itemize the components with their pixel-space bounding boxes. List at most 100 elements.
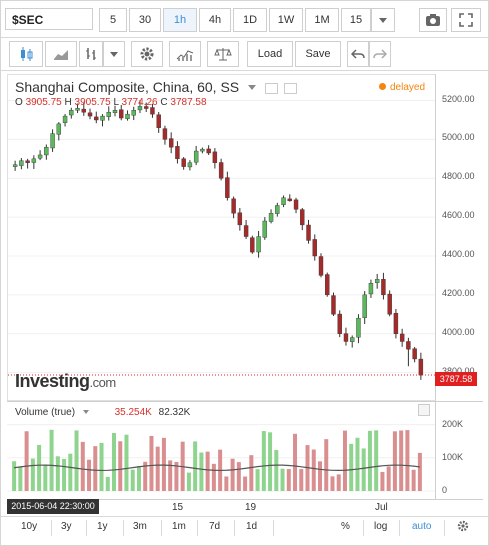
high-value: 3905.75 — [74, 97, 111, 108]
candle-body — [250, 237, 255, 253]
timeframe-5[interactable]: 5 — [99, 8, 127, 32]
candle-body — [237, 212, 243, 226]
volume-panel[interactable] — [7, 401, 435, 499]
range-1y[interactable]: 1y — [97, 521, 108, 532]
undo-icon — [351, 49, 365, 59]
volume-bar — [249, 455, 254, 491]
candle-body — [175, 146, 180, 160]
last-price-tag: 3787.58 — [435, 372, 477, 386]
scales-icon — [214, 48, 232, 61]
candle-body — [137, 106, 143, 111]
range-10y[interactable]: 10y — [21, 521, 38, 532]
volume-bar — [105, 476, 110, 491]
volume-value: 35.254K — [114, 407, 152, 418]
candle-body — [12, 164, 18, 167]
candle-body — [56, 123, 62, 135]
volume-bar — [130, 469, 135, 491]
candle-body — [362, 294, 367, 318]
chevron-down-icon — [110, 52, 118, 57]
indicators-button[interactable] — [169, 41, 201, 67]
candle-body — [31, 158, 37, 163]
volume-tick-label: 200K — [442, 418, 464, 429]
candle-body — [262, 220, 268, 238]
time-axis[interactable]: 15 19 Jul — [7, 499, 483, 516]
price-plot[interactable] — [7, 74, 436, 401]
timeframe-1d[interactable]: 1D — [233, 8, 267, 32]
divider — [161, 520, 162, 536]
timeframe-dropdown[interactable] — [371, 8, 395, 32]
candle-body — [44, 146, 49, 156]
auto-scale-toggle[interactable]: auto — [412, 521, 432, 532]
load-button[interactable]: Load — [247, 41, 293, 67]
candle-body — [268, 213, 274, 222]
timeframe-1h[interactable]: 1h — [163, 8, 197, 32]
volume-bar — [174, 461, 179, 491]
volume-panel-collapse-button[interactable] — [418, 404, 430, 416]
timeframe-15[interactable]: 15 — [341, 8, 371, 32]
volume-title: Volume (true) 35.254K 82.32K — [15, 407, 190, 418]
candle-body — [256, 236, 261, 253]
timeframe-4h[interactable]: 4h — [199, 8, 231, 32]
range-3y[interactable]: 3y — [61, 521, 72, 532]
bars-style-button[interactable] — [79, 41, 103, 67]
volume-bar — [99, 442, 104, 491]
candle-body — [100, 115, 105, 121]
volume-bar — [18, 466, 23, 491]
price-axis[interactable]: 5200.00 5000.00 4800.00 4600.00 4400.00 4200.… — [435, 74, 484, 401]
settings-button[interactable] — [131, 41, 163, 67]
chevron-down-icon[interactable] — [247, 84, 257, 92]
volume-bar — [299, 469, 304, 491]
chart-style-dropdown[interactable] — [103, 41, 125, 67]
candle-body — [81, 108, 86, 113]
volume-bar — [30, 458, 35, 491]
symbol-input[interactable]: $SEC — [5, 8, 93, 30]
chevron-down-icon[interactable] — [82, 409, 90, 415]
status-dot-icon — [379, 83, 386, 90]
candles-style-button[interactable] — [9, 41, 43, 67]
area-style-button[interactable] — [45, 41, 77, 67]
expand-icon — [459, 13, 473, 27]
volume-bar — [68, 453, 73, 491]
candle-body — [193, 150, 199, 163]
save-button[interactable]: Save — [295, 41, 341, 67]
candle-body — [69, 110, 74, 116]
settings-mini-icon[interactable] — [283, 82, 297, 94]
range-7d[interactable]: 7d — [209, 521, 221, 532]
candle-body — [343, 333, 349, 342]
area-chart-icon — [54, 50, 68, 60]
axis-settings-button[interactable] — [457, 520, 469, 535]
close-label: C — [160, 97, 168, 108]
range-3m[interactable]: 3m — [133, 521, 147, 532]
volume-bar — [399, 430, 404, 491]
logo-text: Investing — [15, 371, 90, 391]
divider — [444, 520, 445, 536]
timeframe-1w[interactable]: 1W — [269, 8, 303, 32]
redo-button[interactable] — [369, 41, 391, 67]
divider — [86, 520, 87, 536]
timeframe-30[interactable]: 30 — [129, 8, 161, 32]
candle-body — [318, 256, 324, 276]
volume-bar — [12, 461, 17, 491]
candle-body — [156, 114, 161, 128]
divider — [51, 520, 52, 536]
volume-average-line — [14, 464, 420, 472]
fullscreen-button[interactable] — [451, 8, 481, 32]
range-1m[interactable]: 1m — [172, 521, 186, 532]
undo-button[interactable] — [347, 41, 369, 67]
volume-tick-label: 0 — [442, 485, 448, 495]
volume-axis[interactable]: 200K 100K 0 — [435, 401, 483, 499]
timeframe-1m[interactable]: 1M — [305, 8, 339, 32]
candle-body — [25, 160, 30, 163]
log-scale-toggle[interactable]: log — [374, 521, 388, 532]
volume-bar — [112, 432, 116, 491]
volume-bar — [261, 431, 266, 491]
percent-scale-toggle[interactable]: % — [341, 521, 350, 532]
chart-title: Shanghai Composite, China, 60, SS — [15, 79, 297, 95]
visibility-toggle[interactable] — [264, 82, 278, 94]
screenshot-button[interactable] — [419, 8, 447, 32]
compare-button[interactable] — [207, 41, 239, 67]
candle-body — [293, 199, 299, 210]
candle-body — [94, 116, 99, 121]
range-1d[interactable]: 1d — [246, 521, 258, 532]
